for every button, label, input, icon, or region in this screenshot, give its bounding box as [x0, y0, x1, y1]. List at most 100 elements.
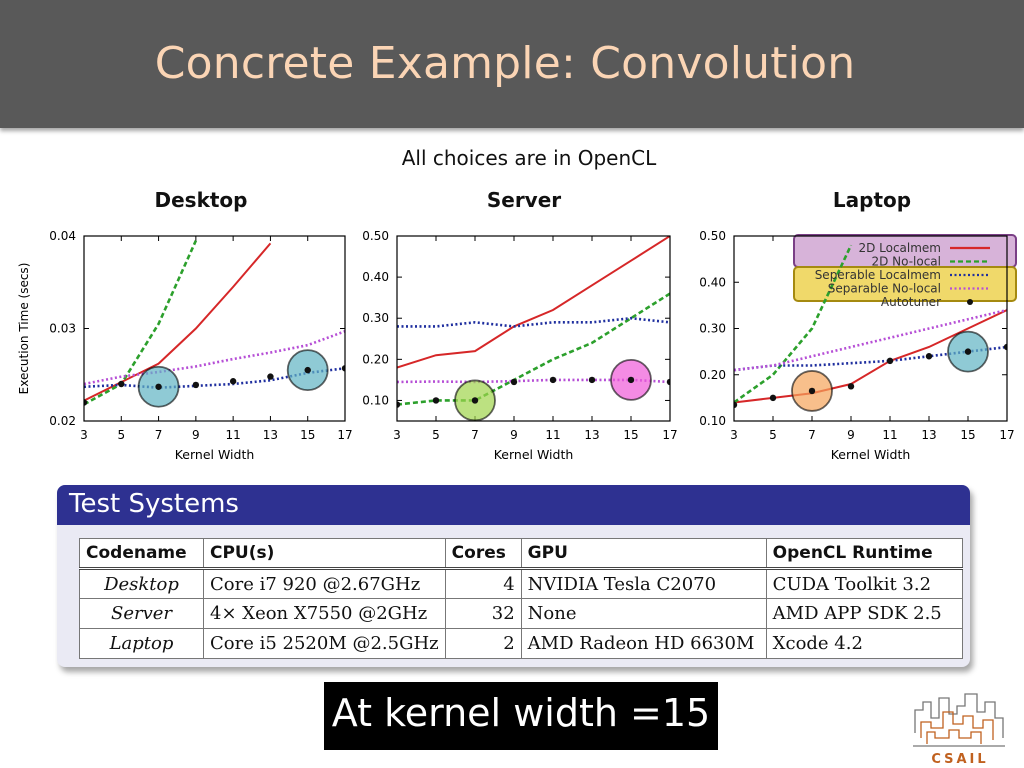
- y-tick-label: 0.40: [699, 275, 726, 289]
- table-header-row: Codename CPU(s) Cores GPU OpenCL Runtime: [79, 538, 963, 569]
- y-tick-label: 0.30: [362, 311, 389, 325]
- callout-text: At kernel width =15: [331, 691, 711, 735]
- x-axis-label: Kernel Width: [175, 447, 255, 462]
- y-axis-label: Execution Time (secs): [17, 263, 31, 395]
- autotuner-point: [118, 380, 125, 388]
- legend-marker: [967, 299, 973, 305]
- y-tick-label: 0.50: [699, 229, 726, 243]
- x-tick-label: 7: [808, 428, 816, 442]
- table-cell: Core i7 920 @2.67GHz: [203, 568, 446, 599]
- series-line: [397, 316, 670, 328]
- chart-desktop: 3 5 7 9 11 13 15 17 0.02 0.03 0.04 Kernel Width Exec…: [17, 229, 353, 462]
- table-cell: AMD APP SDK 2.5: [765, 598, 963, 629]
- table-row: Server 4× Xeon X7550 @2GHz 32 None AMD A…: [79, 598, 963, 629]
- x-tick-label: 13: [921, 428, 936, 442]
- autotuner-point: [341, 365, 345, 372]
- autotuner-point: [808, 387, 816, 395]
- column-header: GPU: [520, 538, 767, 569]
- legend-entry-label: 2D No-local: [871, 255, 941, 269]
- panel-title-laptop: Laptop: [832, 188, 912, 212]
- autotuner-point: [734, 401, 738, 409]
- y-tick-label: 0.40: [362, 270, 389, 284]
- x-tick-label: 11: [226, 428, 241, 442]
- callout-box: At kernel width =15: [324, 682, 718, 750]
- x-tick-label: 13: [263, 428, 278, 442]
- series-line: [734, 244, 853, 404]
- panel-title-server: Server: [486, 188, 562, 212]
- x-tick-label: 15: [960, 428, 975, 442]
- x-tick-label: 15: [300, 428, 315, 442]
- column-header: CPU(s): [203, 538, 446, 569]
- autotuner-point: [229, 378, 237, 385]
- column-header: OpenCL Runtime: [765, 538, 963, 569]
- x-tick-label: 15: [623, 428, 638, 442]
- csail-logo: CSAIL: [913, 693, 1005, 766]
- test-systems-title: Test Systems: [69, 489, 239, 519]
- autotuner-point: [1003, 343, 1007, 351]
- x-tick-label: 17: [999, 428, 1014, 442]
- table-cell: Xcode 4.2: [765, 628, 963, 659]
- autotuner-point: [192, 381, 200, 389]
- slide-title: Concrete Example: Convolution: [154, 38, 856, 89]
- series-line: [397, 378, 670, 384]
- legend-entry-label: Separable No-local: [828, 282, 941, 296]
- series-line: [84, 242, 272, 402]
- autotuner-point: [588, 376, 596, 384]
- y-tick-label: 0.50: [362, 229, 389, 243]
- x-tick-label: 17: [337, 428, 352, 442]
- autotuner-point: [627, 376, 635, 384]
- plot-frame: [733, 235, 1008, 422]
- legend-entry-label: Autotuner: [881, 295, 941, 309]
- series-line: [734, 309, 1007, 404]
- column-header: Codename: [79, 538, 204, 569]
- series-line: [84, 366, 345, 390]
- legend-entry-label: Seperable Localmem: [815, 268, 941, 282]
- y-tick-label: 0.10: [362, 393, 389, 407]
- x-tick-label: 9: [847, 428, 855, 442]
- x-tick-label: 13: [584, 428, 599, 442]
- autotuner-point: [267, 373, 274, 380]
- series-line: [397, 292, 670, 406]
- table-cell: 4: [444, 568, 522, 599]
- legend-entry-label: 2D Localmem: [858, 241, 941, 255]
- x-tick-label: 3: [730, 428, 738, 442]
- table-row: Desktop Core i7 920 @2.67GHz 4 NVIDIA Te…: [79, 568, 963, 599]
- table-cell: Core i5 2520M @2.5GHz: [203, 628, 446, 659]
- x-axis-label: Kernel Width: [831, 447, 911, 462]
- csail-logo-text: CSAIL: [931, 752, 988, 766]
- series-line: [397, 236, 670, 369]
- table-cell: Server: [79, 598, 204, 629]
- x-tick-label: 11: [545, 428, 560, 442]
- x-tick-label: 5: [432, 428, 440, 442]
- table-cell: None: [520, 598, 767, 629]
- series-line: [734, 308, 1007, 372]
- x-tick-label: 7: [471, 428, 479, 442]
- table-cell: 2: [444, 628, 522, 659]
- table-cell: AMD Radeon HD 6630M: [520, 628, 767, 659]
- autotuner-point: [471, 397, 479, 404]
- y-tick-label: 0.20: [362, 352, 389, 366]
- autotuner-point: [964, 348, 972, 355]
- test-systems-table: Codename CPU(s) Cores GPU OpenCL Runtime…: [79, 538, 963, 659]
- x-tick-label: 17: [662, 428, 677, 442]
- table-row: Laptop Core i5 2520M @2.5GHz 2 AMD Radeo…: [79, 628, 963, 659]
- table-cell: NVIDIA Tesla C2070: [520, 568, 767, 599]
- y-tick-label: 0.03: [49, 322, 76, 336]
- autotuner-point: [432, 397, 440, 404]
- slide-subtitle: All choices are in OpenCL: [401, 146, 657, 170]
- table-cell: Desktop: [79, 568, 204, 599]
- autotuner-point: [510, 378, 518, 386]
- y-tick-label: 0.04: [49, 229, 76, 243]
- autotuner-point: [304, 366, 311, 374]
- x-tick-label: 3: [80, 428, 88, 442]
- table-cell: Laptop: [79, 628, 204, 659]
- x-tick-label: 3: [393, 428, 401, 442]
- panel-title-desktop: Desktop: [154, 188, 248, 212]
- y-tick-label: 0.30: [699, 322, 726, 336]
- table-cell: 4× Xeon X7550 @2GHz: [203, 598, 446, 629]
- x-tick-label: 11: [882, 428, 897, 442]
- y-tick-label: 0.20: [699, 368, 726, 382]
- charts-area: 3 5 7 9 11 13 15 17 0.02 0.03 0.04 Kernel Width Exec…: [17, 229, 1017, 462]
- series-line: [734, 345, 1007, 372]
